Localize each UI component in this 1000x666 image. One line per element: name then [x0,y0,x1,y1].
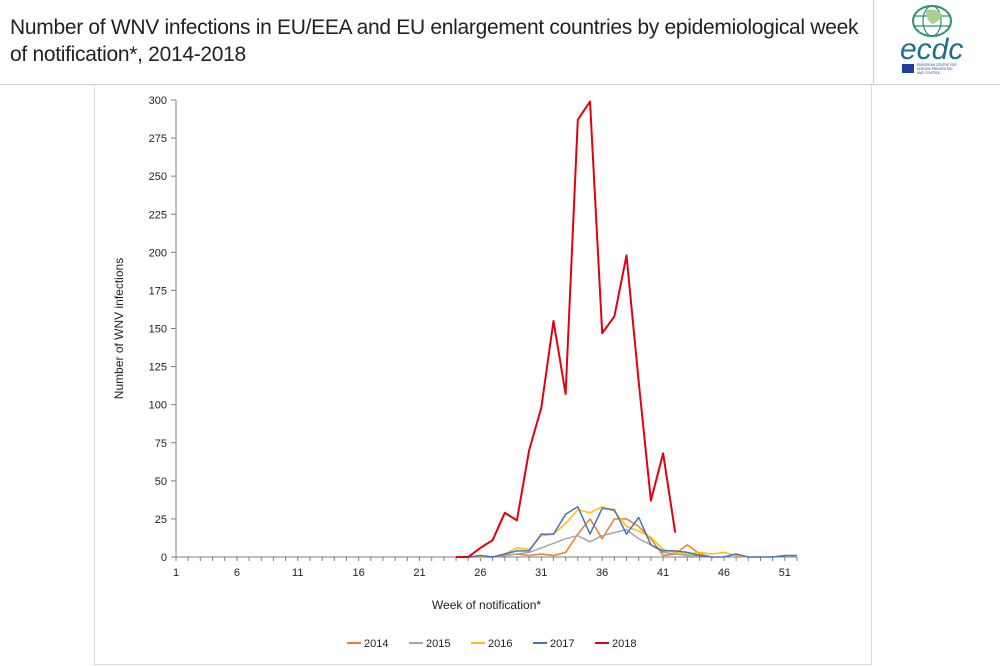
y-axis-title: Number of WNV infections [112,258,126,399]
ecdc-logo-icon: ecdc EUROPEAN CENTRE FOR DISEASE PREVENT… [900,5,963,75]
x-tick-label: 16 [353,567,365,579]
y-tick-label: 275 [149,133,167,145]
y-tick-label: 100 [149,400,167,412]
x-tick-label: 51 [779,567,791,579]
legend-label-2014: 2014 [364,638,388,650]
y-tick-label: 75 [155,438,167,450]
logo-subtitle-line-1: EUROPEAN CENTRE FOR [917,63,957,67]
x-tick-label: 46 [718,567,730,579]
y-tick-label: 250 [149,171,167,183]
logo-subtitle-line-2: DISEASE PREVENTION [917,67,953,71]
x-axis-title: Week of notification* [432,598,542,612]
chart-frame: 0 25 50 75 100 125 150 175 200 225 250 275 300 1 6 11 16… [94,85,872,665]
globe-icon [912,5,952,37]
y-tick-label: 25 [155,514,167,526]
x-tick-label: 31 [535,567,547,579]
x-tick-label: 26 [474,567,486,579]
legend-label-2015: 2015 [426,638,450,650]
series-line-2015 [468,528,712,558]
y-tick-label: 225 [149,209,167,221]
legend-label-2016: 2016 [488,638,512,650]
y-tick-label: 50 [155,476,167,488]
y-tick-label: 300 [149,95,167,107]
series-line-2017 [468,505,797,558]
y-tick-label: 150 [149,324,167,336]
header-divider [873,0,874,85]
y-tick-label: 200 [149,247,167,259]
eu-flag-icon [902,64,914,73]
x-tick-label: 11 [292,567,303,579]
x-tick-label: 36 [596,567,608,579]
y-tick-label: 0 [161,552,167,564]
logo-subtitle-line-3: AND CONTROL [917,71,940,75]
series-line-2016 [468,505,749,558]
x-tick-label: 41 [657,567,669,579]
x-tick-label: 1 [173,567,179,579]
series-line-2018 [456,100,677,558]
x-tick-label: 6 [234,567,240,579]
y-tick-label: 175 [149,285,167,297]
y-tick-label: 125 [149,362,167,374]
ecdc-wordmark: ecdc [900,33,963,66]
page-header: Number of WNV infections in EU/EEA and E… [0,0,1000,85]
legend-label-2018: 2018 [612,638,636,650]
x-tick-label: 21 [413,567,425,579]
page-title: Number of WNV infections in EU/EEA and E… [10,16,859,66]
legend-label-2017: 2017 [550,638,574,650]
